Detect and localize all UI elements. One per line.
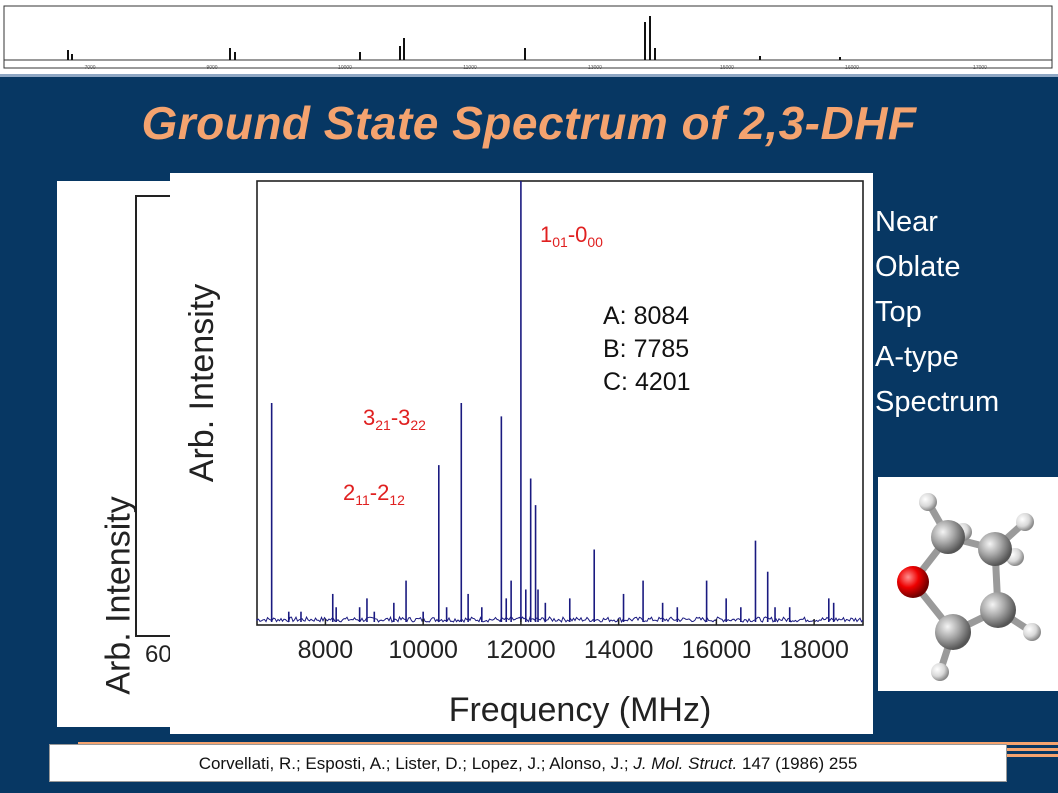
spectrum-type-notes: Near Oblate Top A-type Spectrum xyxy=(875,200,999,425)
page-title: Ground State Spectrum of 2,3-DHF xyxy=(141,97,917,149)
strip-tick-label: 7000 xyxy=(84,65,95,71)
x-tick-label: 16000 xyxy=(682,636,752,664)
x-tick-label: 8000 xyxy=(298,636,354,664)
back-x-tick-label: 60 xyxy=(145,641,172,668)
citation-journal: J. Mol. Struct. xyxy=(633,754,738,773)
transition-label: 211-212 xyxy=(343,480,405,508)
citation-volume: 147 (1986) 255 xyxy=(741,754,858,773)
note-oblate: Oblate xyxy=(875,251,961,283)
note-spectrum: Spectrum xyxy=(875,386,1000,418)
x-tick-label: 18000 xyxy=(779,636,849,664)
baseline-noise xyxy=(256,615,864,624)
strip-tick-label: 16000 xyxy=(845,65,859,71)
background-spectrum-panel: Arb. Intensity 60 xyxy=(57,181,173,727)
strip-tick-label: 17000 xyxy=(973,65,987,71)
citation-authors: Corvellati, R.; Esposti, A.; Lister, D.;… xyxy=(198,754,629,773)
note-top: Top xyxy=(875,296,922,328)
note-near: Near xyxy=(875,206,938,238)
spectrum-chart: 8000 10000 12000 14000 16000 18000 Frequency (… xyxy=(183,180,864,729)
strip-tick-label: 13000 xyxy=(588,65,602,71)
strip-tick-label: 11000 xyxy=(463,65,477,71)
x-tick-label: 10000 xyxy=(388,636,458,664)
note-a-type: A-type xyxy=(875,341,959,373)
plot-frame xyxy=(256,180,864,626)
constant-a: A: 8084 xyxy=(603,302,690,330)
survey-spectrum-plot: 7000 9000 10000 11000 13000 15000 16000 17000 xyxy=(3,5,1053,71)
constant-c: C: 4201 xyxy=(603,368,691,396)
molecule-image xyxy=(878,477,1058,691)
x-tick-label: 14000 xyxy=(584,636,654,664)
dihydrofuran-molecule-icon xyxy=(897,493,1041,681)
transition-label: 101-000 xyxy=(540,222,603,250)
strip-tick-label: 9000 xyxy=(206,65,217,71)
transition-label: 321-322 xyxy=(363,405,426,433)
citation: Corvellati, R.; Esposti, A.; Lister, D.;… xyxy=(49,744,1007,782)
rotational-constants: A: 8084 B: 7785 C: 4201 xyxy=(603,300,691,399)
x-tick-label: 12000 xyxy=(486,636,556,664)
strip-tick-label: 15000 xyxy=(720,65,734,71)
y-axis-label: Arb. Intensity xyxy=(183,284,221,482)
back-y-axis-label: Arb. Intensity xyxy=(99,496,138,695)
survey-spectrum-strip: 7000 9000 10000 11000 13000 15000 16000 17000 xyxy=(0,0,1058,77)
x-axis-label: Frequency (MHz) xyxy=(449,691,712,729)
spectrum-chart-panel: 8000 10000 12000 14000 16000 18000 Frequency (… xyxy=(170,173,873,734)
strip-tick-label: 10000 xyxy=(338,65,352,71)
constant-b: B: 7785 xyxy=(603,335,690,363)
back-axis-frame xyxy=(135,195,173,637)
